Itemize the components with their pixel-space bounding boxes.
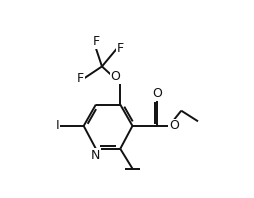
Text: F: F (92, 35, 99, 48)
Text: O: O (110, 70, 120, 83)
Text: O: O (152, 87, 162, 100)
Text: N: N (91, 149, 101, 162)
Text: F: F (76, 72, 84, 85)
Text: I: I (56, 119, 59, 132)
Text: F: F (117, 42, 124, 55)
Text: O: O (169, 119, 179, 132)
